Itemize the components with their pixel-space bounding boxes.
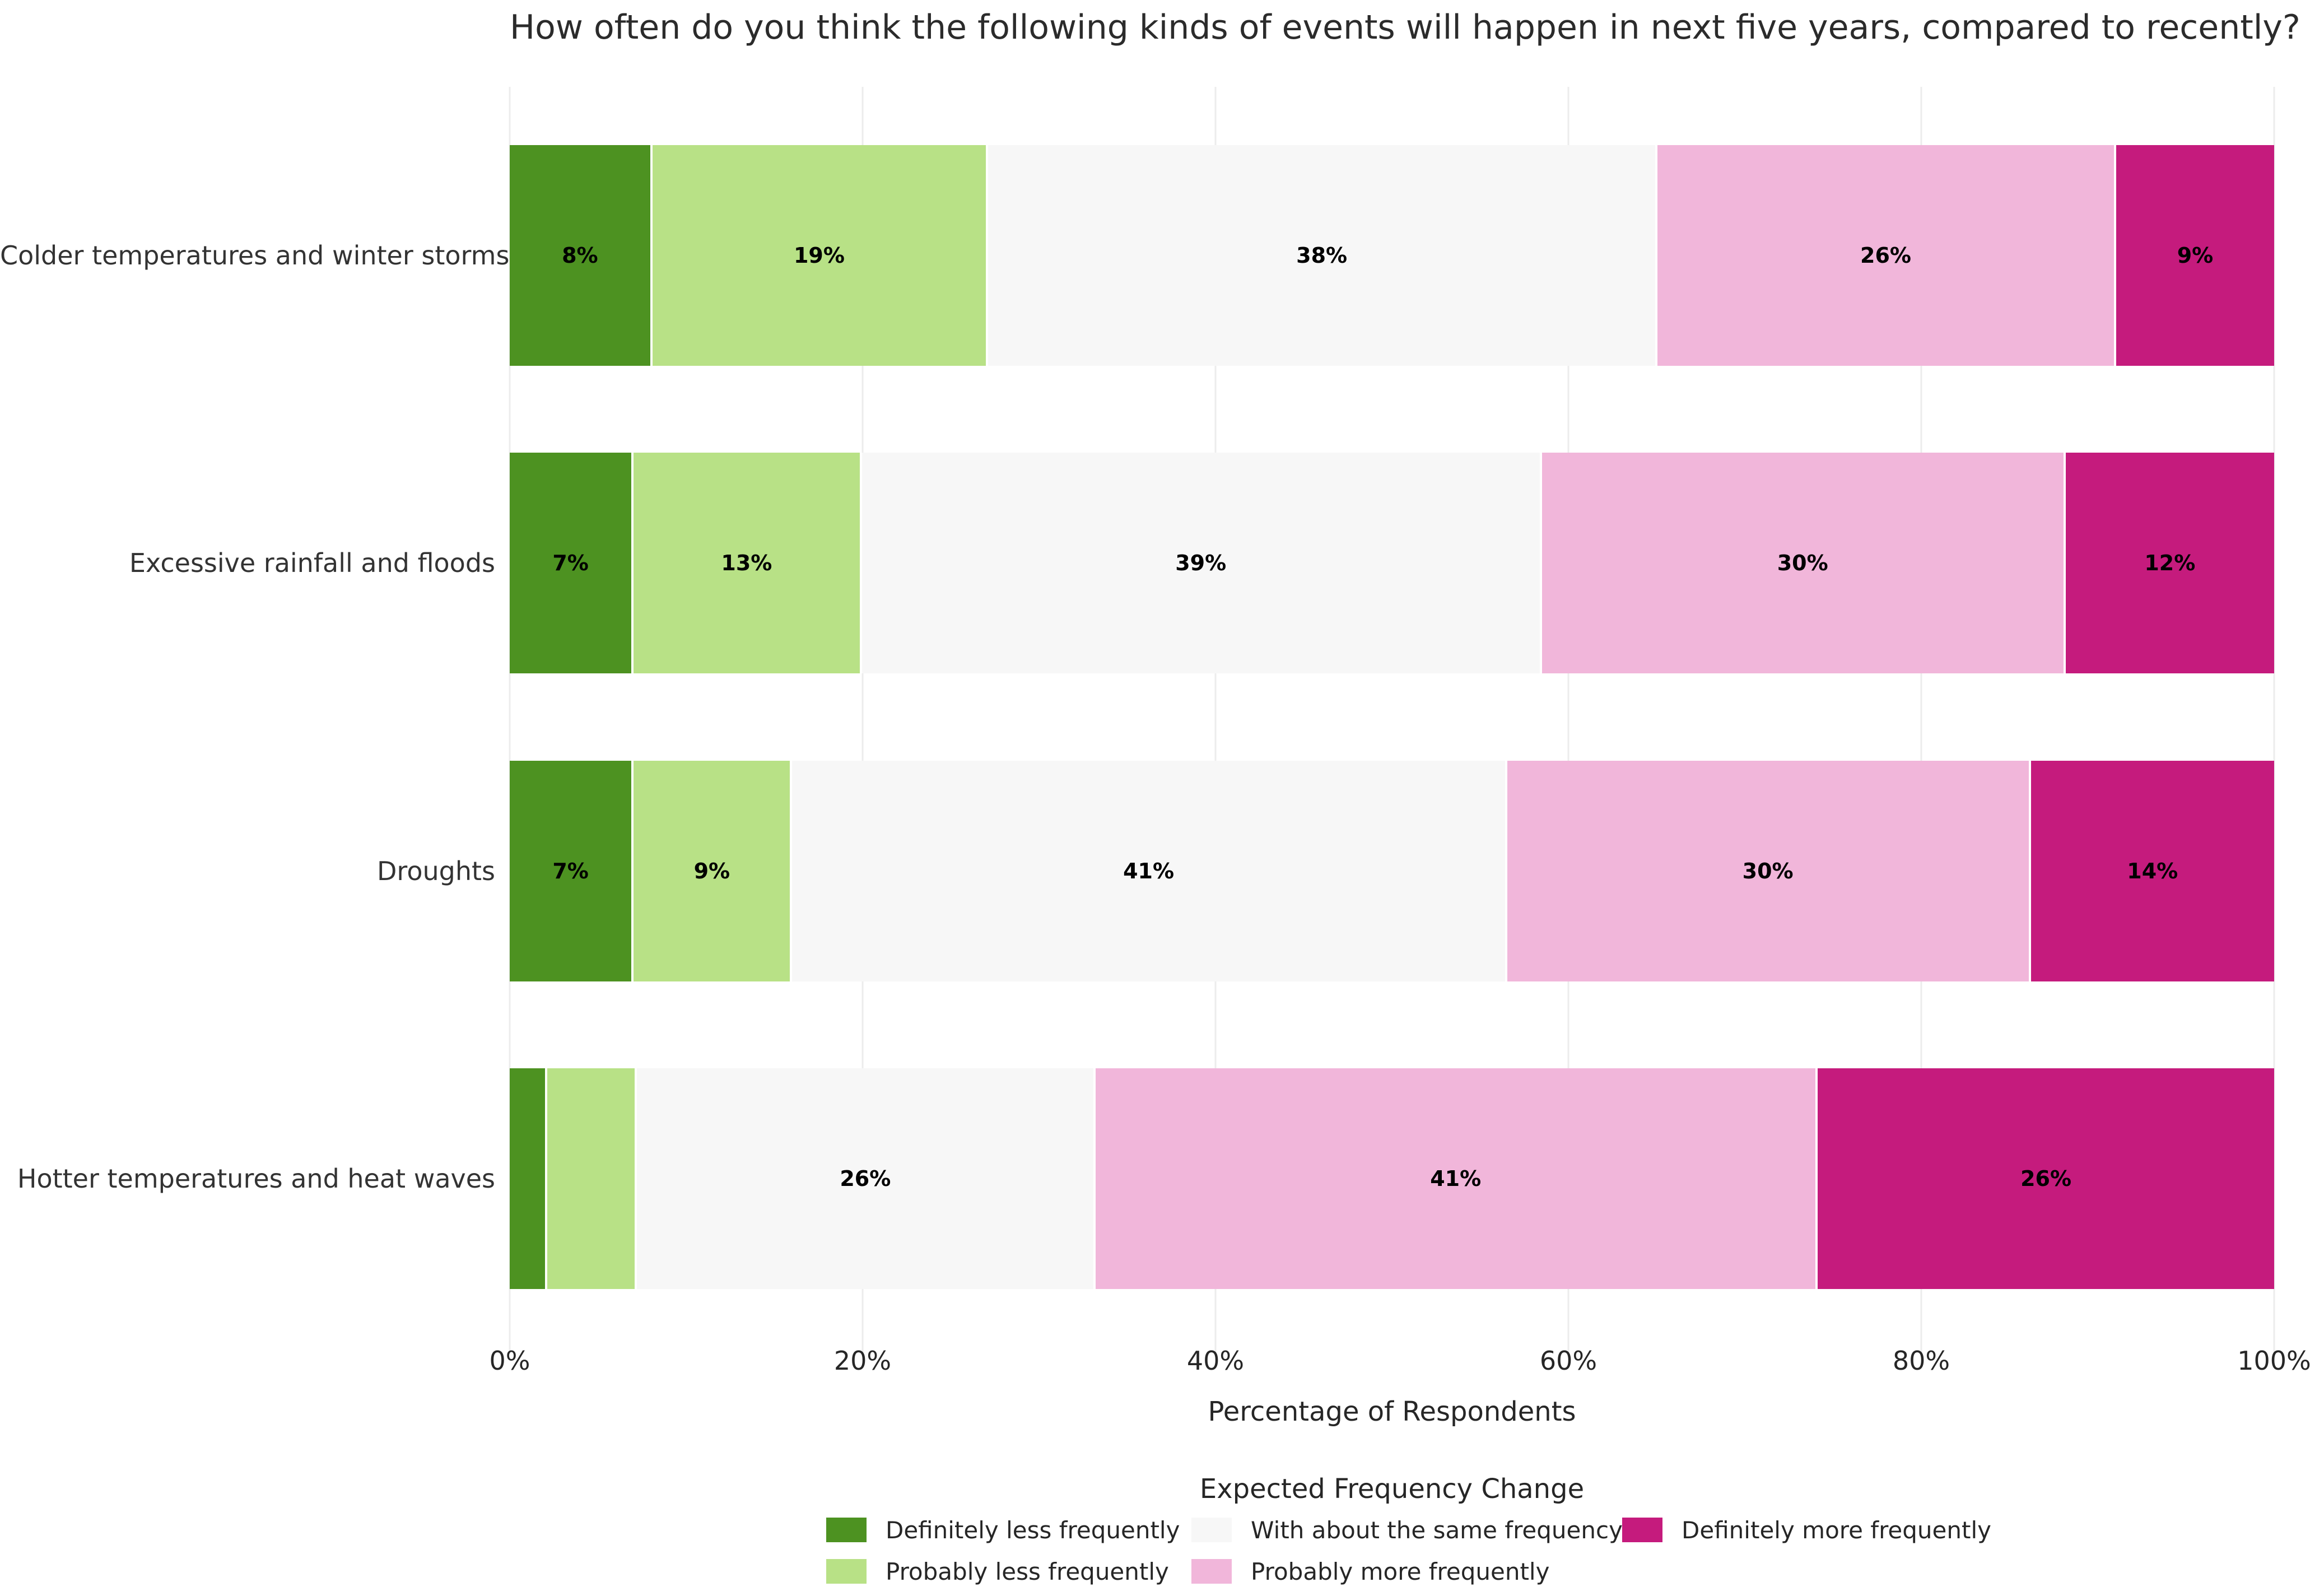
legend-item-label: Definitely more frequently (1682, 1516, 1991, 1544)
legend-item: Definitely more frequently (1622, 1514, 1991, 1546)
category-label: Excessive rainfall and floods (129, 548, 495, 579)
bar-segment: 7% (510, 453, 634, 674)
bar-segment: 13% (634, 453, 862, 674)
legend-item-label: With about the same frequency (1251, 1516, 1623, 1544)
x-tick-label: 0% (489, 1346, 530, 1376)
legend-item: Probably more frequently (1191, 1555, 1622, 1588)
bar-segment (547, 1068, 637, 1290)
legend-swatch (826, 1559, 867, 1584)
bar-segment: 19% (652, 145, 989, 366)
bar-value-label: 19% (793, 243, 845, 268)
legend-title: Expected Frequency Change (1199, 1473, 1585, 1505)
legend-column: Definitely less frequently Probably less … (826, 1514, 1191, 1588)
bar-segment: 26% (1818, 1068, 2275, 1290)
bar-value-label: 7% (552, 858, 589, 883)
bar-value-label: 26% (2020, 1166, 2072, 1192)
gridline-40 (1214, 87, 1217, 1354)
bar-value-label: 38% (1296, 243, 1348, 268)
x-tick-label: 80% (1892, 1346, 1950, 1376)
category-label: Droughts (377, 855, 495, 886)
bar-value-label: 14% (2127, 858, 2178, 883)
bar-value-label: 41% (1430, 1166, 1482, 1192)
legend-swatch (1191, 1559, 1232, 1584)
legend-item: With about the same frequency (1191, 1514, 1623, 1546)
bar-segment: 9% (2116, 145, 2274, 366)
bar-value-label: 26% (1860, 243, 1911, 268)
bar-segment: 30% (1507, 760, 2031, 981)
legend-item-label: Probably more frequently (1251, 1557, 1550, 1585)
bar-segment: 41% (792, 760, 1507, 981)
legend: Expected Frequency Change Definitely les… (815, 1473, 1991, 1588)
legend-swatch (1622, 1518, 1663, 1542)
gridline-80 (1920, 87, 1922, 1354)
bar-value-label: 8% (562, 243, 598, 268)
legend-swatch (1191, 1518, 1232, 1542)
bar-value-label: 30% (1742, 858, 1794, 883)
legend-item: Definitely less frequently (826, 1514, 1191, 1546)
bar-value-label: 13% (721, 551, 772, 576)
bar-value-label: 9% (2177, 243, 2214, 268)
bar-value-label: 12% (2144, 551, 2196, 576)
x-tick-label: 20% (833, 1346, 892, 1376)
legend-item-label: Definitely less frequently (886, 1516, 1180, 1544)
legend-item-label: Probably less frequently (886, 1557, 1169, 1585)
bar-segment: 14% (2030, 760, 2274, 981)
x-tick-label: 40% (1186, 1346, 1245, 1376)
bar-value-label: 30% (1777, 551, 1828, 576)
bar-value-label: 39% (1175, 551, 1227, 576)
bar-segment: 38% (988, 145, 1658, 366)
bar-row: 26% 41% 26% (510, 1068, 2275, 1290)
bar-row: 8% 19% 38% 26% 9% (510, 145, 2274, 366)
bar-segment: 39% (861, 453, 1542, 674)
gridline-100 (2273, 87, 2275, 1354)
bar-segment (510, 1068, 547, 1290)
plot-area: 8% 19% 38% 26% 9% 7% 13% 39% 30% 12% 7% 9% 41% 30% 14%… (509, 87, 2275, 1354)
x-axis-label: Percentage of Respondents (1208, 1396, 1576, 1427)
legend-column: Definitely more frequently (1622, 1514, 1991, 1588)
bar-value-label: 7% (552, 551, 589, 576)
category-label: Colder temperatures and winter storms (0, 240, 510, 271)
bar-segment: 12% (2065, 453, 2274, 674)
gridline-60 (1567, 87, 1569, 1354)
bar-segment: 26% (1657, 145, 2116, 366)
bar-segment: 9% (634, 760, 793, 981)
category-label: Hotter temperatures and heat waves (17, 1164, 495, 1194)
legend-column: With about the same frequency Probably mo… (1191, 1514, 1623, 1588)
bar-segment: 8% (510, 145, 653, 366)
bar-value-label: 9% (693, 858, 730, 883)
legend-swatch (826, 1518, 867, 1542)
legend-items: Definitely less frequently Probably less … (826, 1514, 1991, 1588)
bar-row: 7% 9% 41% 30% 14% (510, 760, 2274, 981)
legend-item: Probably less frequently (826, 1555, 1191, 1588)
gridline-20 (861, 87, 864, 1354)
bar-value-label: 41% (1123, 858, 1175, 883)
bar-segment: 41% (1096, 1068, 1818, 1290)
bar-segment: 30% (1541, 453, 2066, 674)
bar-segment: 7% (510, 760, 634, 981)
x-tick-label: 100% (2237, 1346, 2311, 1376)
gridline-0 (509, 87, 511, 1354)
chart-title: How often do you think the following kin… (510, 8, 2300, 47)
bar-row: 7% 13% 39% 30% 12% (510, 453, 2274, 674)
x-tick-label: 60% (1539, 1346, 1598, 1376)
bar-segment: 26% (637, 1068, 1096, 1290)
bar-value-label: 26% (840, 1166, 891, 1192)
